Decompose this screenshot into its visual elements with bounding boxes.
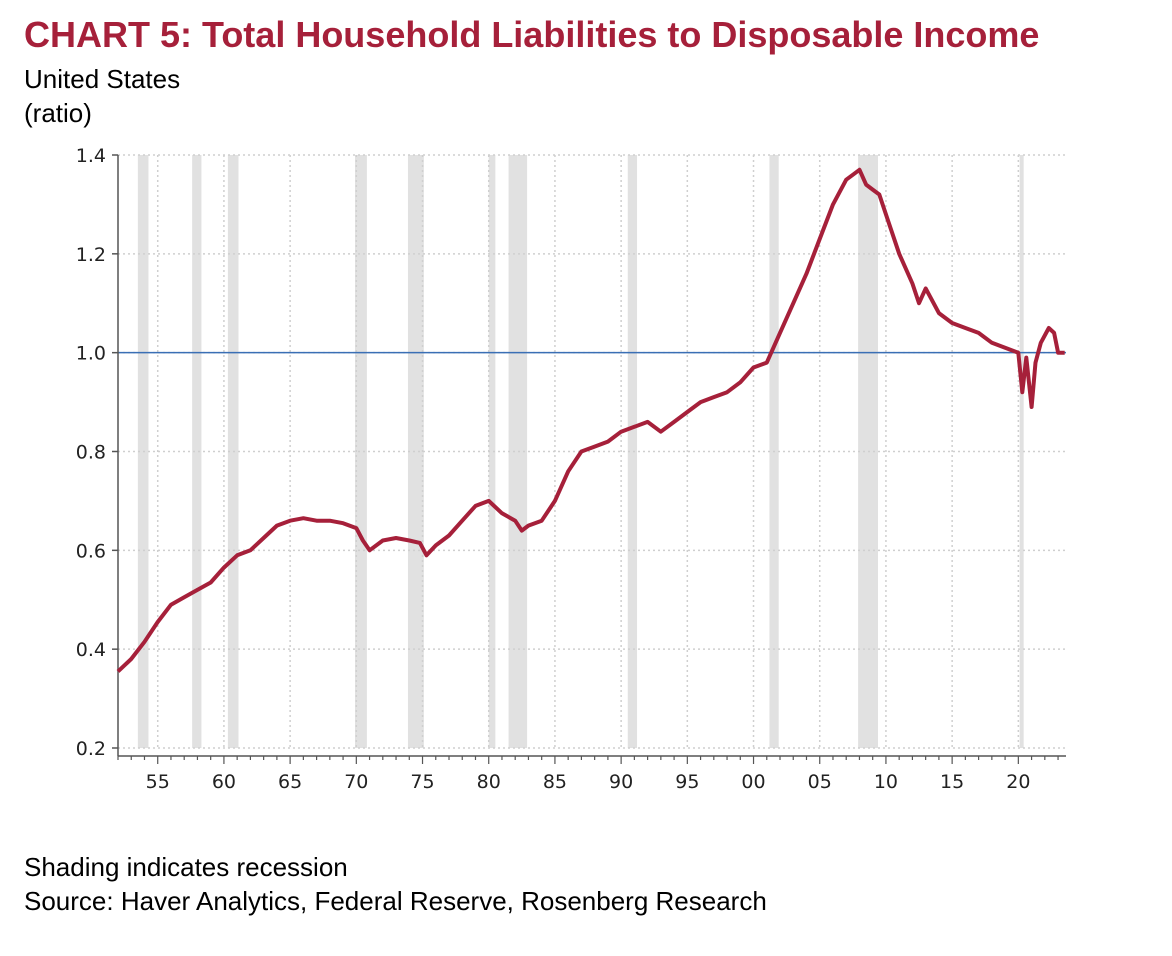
y-tick-label-5: 1.0 [76, 343, 106, 365]
y-unit-label: (ratio) [24, 98, 92, 128]
x-tick-label-05: 05 [808, 771, 832, 793]
recession-note: Shading indicates recession [24, 852, 348, 882]
x-tick-label-90: 90 [609, 771, 633, 793]
chart-title: CHART 5: Total Household Liabilities to … [24, 14, 1040, 55]
y-tick-label-1: 0.2 [76, 738, 106, 760]
x-tick-label-85: 85 [543, 771, 567, 793]
recession-band-7 [508, 155, 528, 748]
recession-band-5 [407, 155, 424, 748]
axes-group [112, 154, 1066, 764]
x-tick-label-10: 10 [874, 771, 898, 793]
x-tick-label-70: 70 [344, 771, 368, 793]
y-tick-label-2: 0.4 [76, 639, 106, 661]
recession-band-11 [1019, 155, 1024, 748]
recession-band-8 [627, 155, 638, 748]
x-tick-label-65: 65 [278, 771, 302, 793]
y-tick-label-7: 1.4 [76, 145, 106, 167]
series-line-liabilities-ratio [116, 167, 1065, 673]
recession-band-6 [488, 155, 496, 748]
y-tick-label-6: 1.2 [76, 244, 106, 266]
x-tick-label-15: 15 [940, 771, 964, 793]
x-tick-label-60: 60 [212, 771, 236, 793]
y-tick-label-4: 0.8 [76, 442, 106, 464]
x-tick-label-80: 80 [477, 771, 501, 793]
y-tick-label-3: 0.6 [76, 540, 106, 562]
x-tick-label-95: 95 [675, 771, 699, 793]
grid-group [118, 154, 1066, 749]
x-tick-label-00: 00 [741, 771, 765, 793]
x-tick-label-75: 75 [410, 771, 434, 793]
source-note: Source: Haver Analytics, Federal Reserve… [24, 886, 767, 916]
x-tick-label-20: 20 [1006, 771, 1030, 793]
tick-labels-group: 0.2 0.4 0.6 0.8 1.0 1.2 1.4 55 60 65 70 75 80 85 90 95 0… [76, 145, 1031, 793]
recession-band-4 [355, 155, 367, 748]
x-tick-label-55: 55 [146, 771, 170, 793]
recession-band-2 [192, 155, 202, 748]
chart-subtitle: United States [24, 64, 181, 94]
